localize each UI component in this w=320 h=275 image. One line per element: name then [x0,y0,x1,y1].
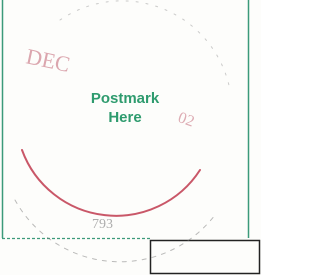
postmark-label: Here [108,109,141,126]
postmark-area: DEC 02 793 Postmark Here [0,0,261,275]
stamp-text: 793 [92,217,113,232]
postmark-label: Postmark [91,90,160,107]
paper [0,0,261,275]
page: DEC 02 793 Postmark Here (() => { const … [0,0,261,275]
